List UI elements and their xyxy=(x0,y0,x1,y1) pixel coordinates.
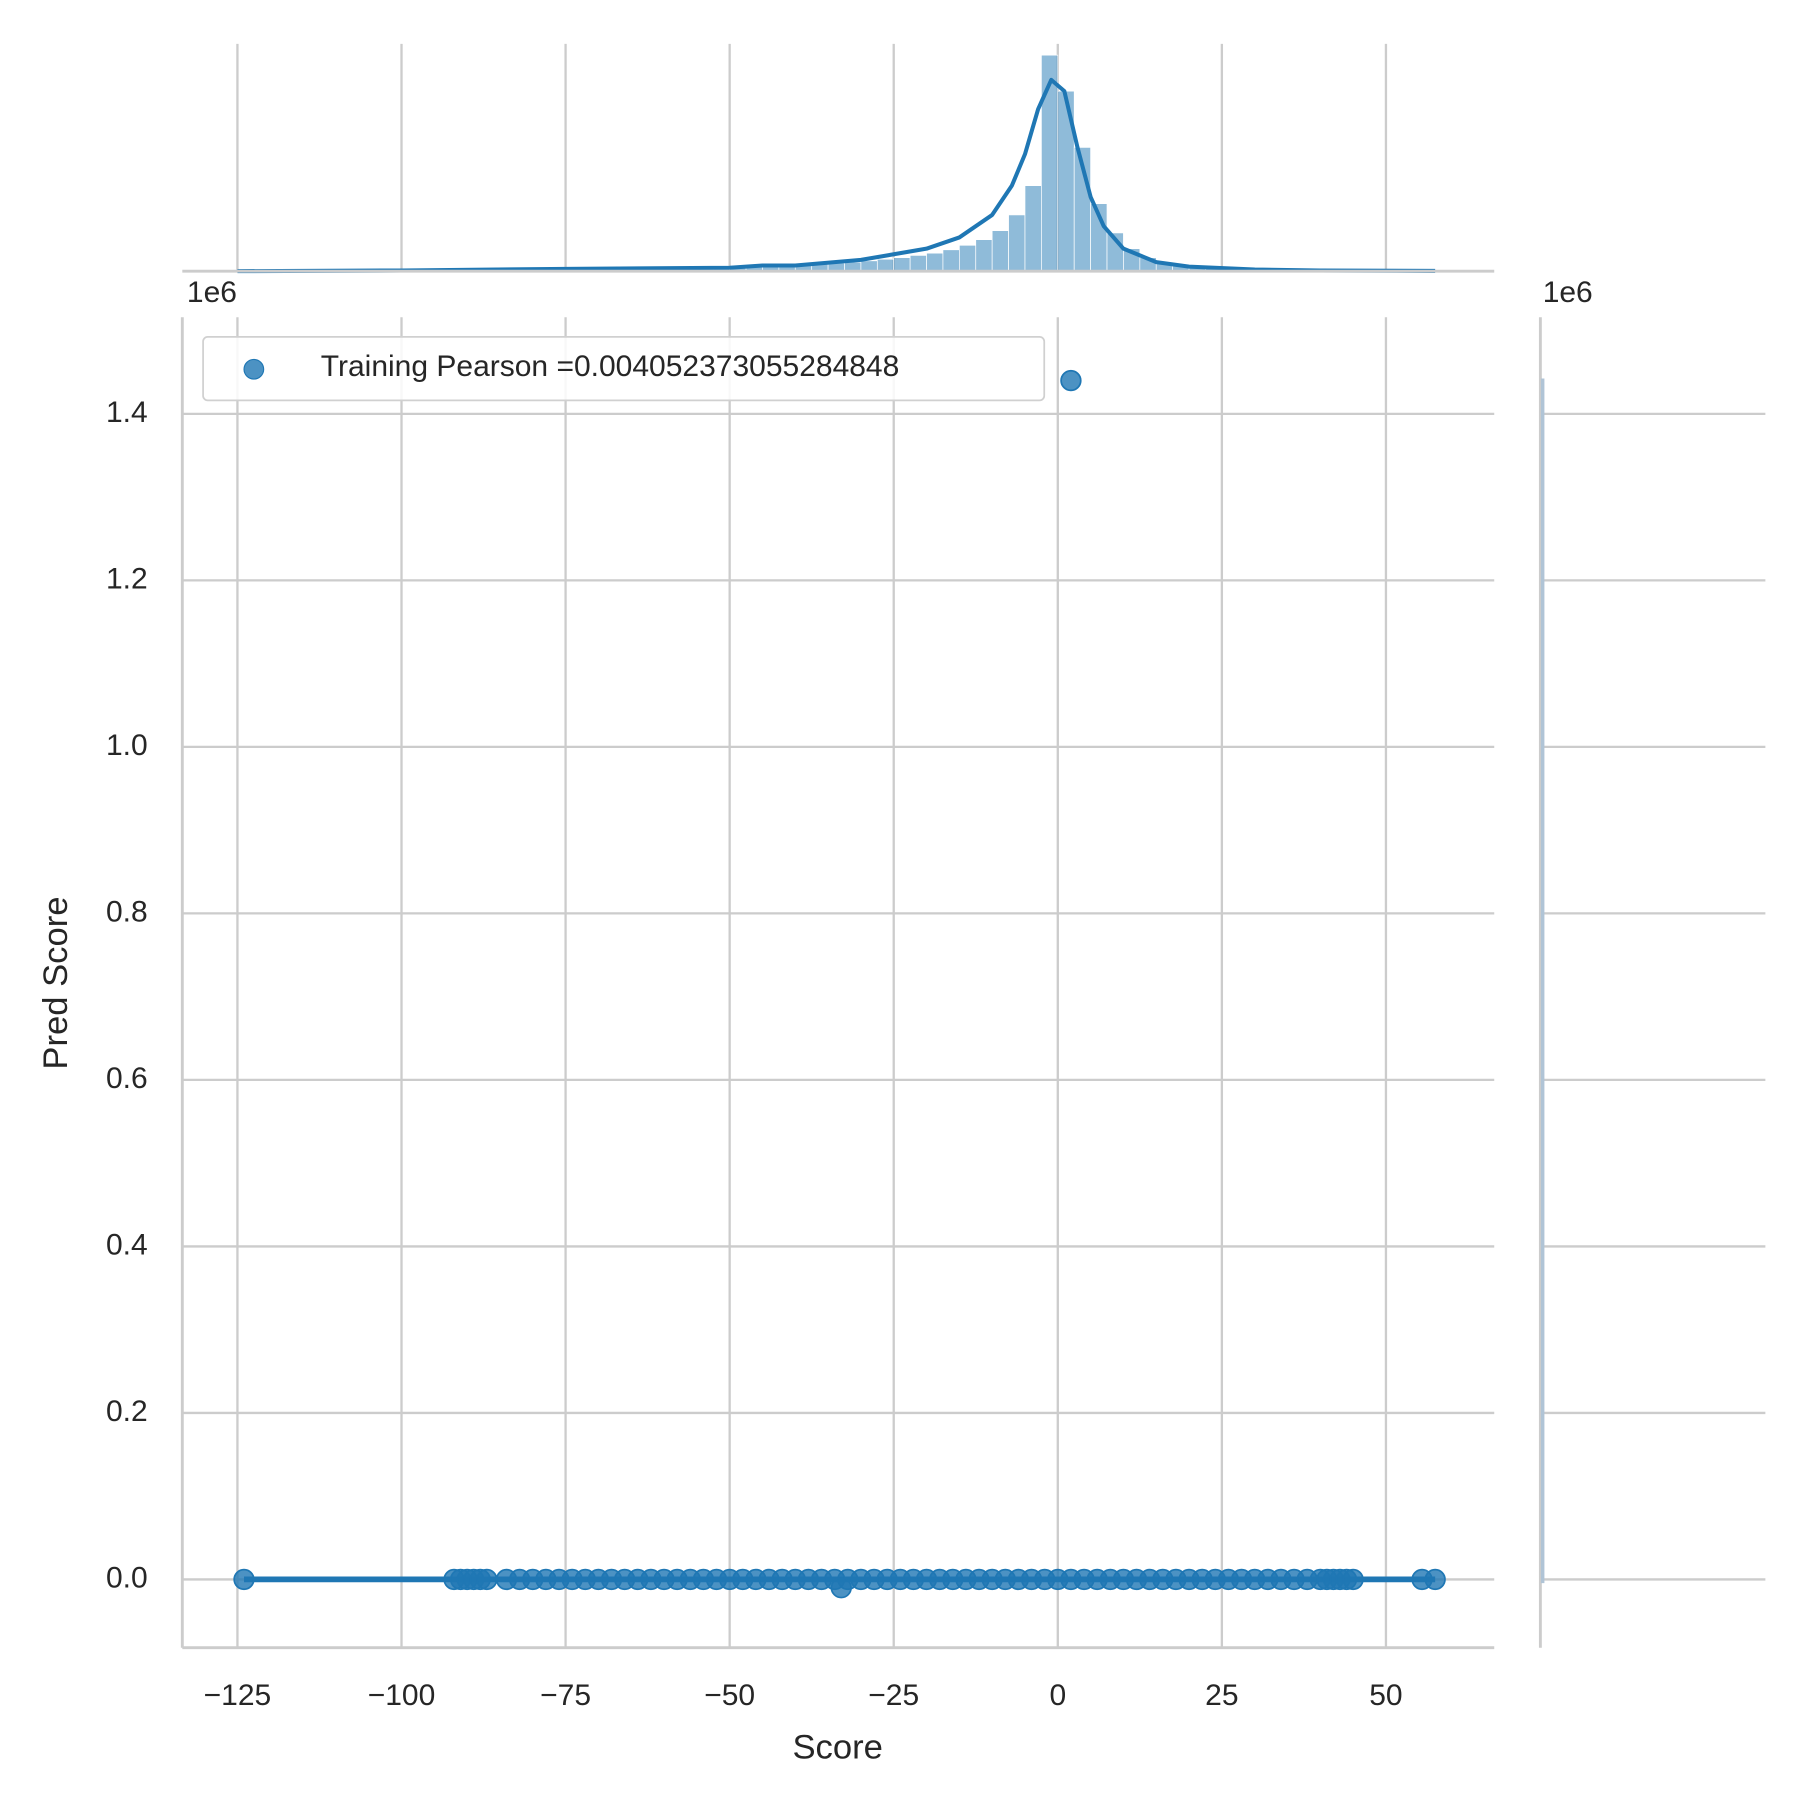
histogram-bar xyxy=(876,258,895,272)
marginal-offset-label: 1e6 xyxy=(1543,276,1593,309)
histogram-bar xyxy=(860,260,878,272)
scatter-point xyxy=(233,1568,255,1591)
y-tick-label: 1.0 xyxy=(106,729,148,762)
x-tick-label: −100 xyxy=(368,1679,436,1712)
legend-box xyxy=(202,336,1046,402)
scatter-point xyxy=(1424,1568,1446,1591)
y-axis-label: Pred Score xyxy=(37,897,75,1070)
histogram-bar xyxy=(1008,214,1026,272)
y-tick-label: 0.8 xyxy=(106,895,148,928)
legend-label: Training Pearson =0.004052373055284848 xyxy=(321,350,900,383)
histogram-bar xyxy=(975,239,993,272)
histogram-bar xyxy=(942,249,960,272)
y-offset-label: 1e6 xyxy=(187,276,237,309)
histogram-bar xyxy=(926,252,944,272)
histogram-bar xyxy=(991,230,1009,272)
scatter-point xyxy=(1342,1568,1364,1591)
y-tick-label: 0.6 xyxy=(106,1062,148,1095)
histogram-bar xyxy=(959,244,977,272)
y-tick-label: 1.4 xyxy=(106,396,148,429)
kde-line xyxy=(237,77,1436,274)
scatter-point xyxy=(476,1568,498,1591)
x-tick-label: −75 xyxy=(540,1679,591,1712)
x-tick-label: −50 xyxy=(704,1679,755,1712)
x-axis-label: Score xyxy=(792,1728,882,1766)
x-tick-label: 0 xyxy=(1049,1679,1066,1712)
histogram-bar xyxy=(1024,185,1042,272)
scatter-point xyxy=(1060,369,1082,392)
plot-layer: −125 −100 −75 −50 −25 0 25 50 0.0 0.2 0.4 0.6 0.8 1.0… xyxy=(106,43,1766,1712)
x-tick-label: 50 xyxy=(1369,1679,1402,1712)
y-tick-label: 0.0 xyxy=(106,1561,148,1594)
x-tick-label: −25 xyxy=(868,1679,919,1712)
histogram-bar xyxy=(909,255,927,272)
histogram-bar xyxy=(893,257,911,272)
scatter-point xyxy=(830,1577,852,1599)
legend-marker xyxy=(243,358,265,380)
y-tick-label: 0.4 xyxy=(106,1228,148,1261)
y-tick-label: 0.2 xyxy=(106,1395,148,1428)
y-tick-label: 1.2 xyxy=(106,562,148,595)
x-tick-label: −125 xyxy=(204,1679,272,1712)
x-tick-label: 25 xyxy=(1205,1679,1238,1712)
